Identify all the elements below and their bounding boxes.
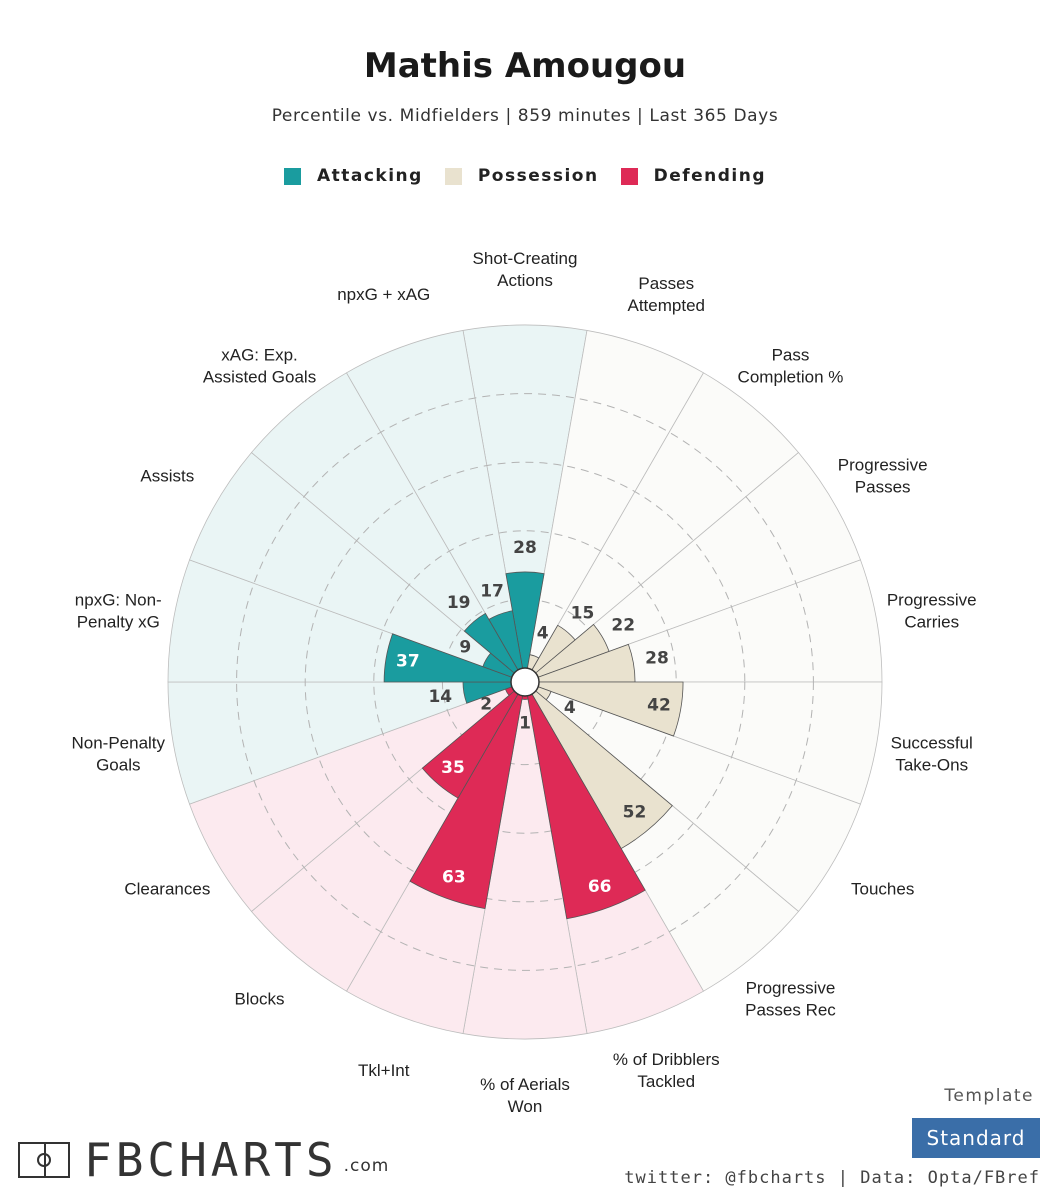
legend: Attacking Possession Defending bbox=[0, 166, 1050, 186]
value-label: 37 bbox=[396, 651, 420, 671]
logo-suffix: .com bbox=[343, 1156, 390, 1176]
legend-swatch-defending bbox=[620, 167, 638, 185]
legend-item-attacking: Attacking bbox=[283, 166, 423, 186]
axis-label: Successful Take-Ons bbox=[891, 733, 973, 774]
axis-label: Progressive Carries bbox=[887, 590, 977, 631]
legend-item-possession: Possession bbox=[444, 166, 599, 186]
axis-label: Assists bbox=[140, 466, 194, 485]
legend-swatch-attacking bbox=[283, 167, 301, 185]
axis-label: Pass Completion % bbox=[738, 345, 844, 386]
page-subtitle: Percentile vs. Midfielders | 859 minutes… bbox=[271, 106, 779, 126]
logo-text: FBCHARTS bbox=[84, 1133, 338, 1187]
axis-label: Blocks bbox=[234, 989, 284, 1008]
value-label: 14 bbox=[428, 687, 452, 707]
template-badge: Standard bbox=[912, 1118, 1040, 1158]
value-label: 52 bbox=[623, 803, 647, 823]
value-label: 19 bbox=[447, 593, 471, 613]
credits: twitter: @fbcharts | Data: Opta/FBref bbox=[624, 1168, 1040, 1188]
fbcharts-logo: FBCHARTS .com bbox=[18, 1136, 389, 1184]
axis-label: Progressive Passes bbox=[838, 455, 928, 496]
axis-label: xAG: Exp. Assisted Goals bbox=[203, 345, 316, 386]
legend-label-defending: Defending bbox=[653, 166, 767, 186]
axis-label: Clearances bbox=[124, 879, 210, 898]
legend-item-defending: Defending bbox=[620, 166, 767, 186]
axis-label: npxG: Non-Penalty xG bbox=[75, 590, 162, 631]
legend-label-possession: Possession bbox=[477, 166, 599, 186]
grid-circle bbox=[236, 393, 814, 971]
value-label: 15 bbox=[571, 603, 595, 623]
value-label: 42 bbox=[647, 696, 671, 716]
axis-label: % of Aerials Won bbox=[480, 1075, 570, 1116]
legend-swatch-possession bbox=[444, 167, 462, 185]
value-label: 2 bbox=[480, 694, 492, 714]
axis-label: Tkl+Int bbox=[358, 1061, 410, 1080]
axis-label: Passes Attempted bbox=[628, 273, 706, 314]
value-label: 17 bbox=[480, 581, 504, 601]
legend-label-attacking: Attacking bbox=[316, 166, 423, 186]
axis-label: % of Dribblers Tackled bbox=[613, 1050, 720, 1091]
value-label: 22 bbox=[611, 615, 635, 635]
value-label: 28 bbox=[645, 649, 669, 669]
grid-circle bbox=[304, 461, 746, 903]
axis-label: npxG + xAG bbox=[337, 284, 430, 303]
pitch-icon bbox=[18, 1142, 70, 1178]
axis-label: Touches bbox=[851, 879, 914, 898]
value-label: 28 bbox=[513, 538, 537, 558]
value-label: 66 bbox=[588, 877, 612, 897]
axis-label: Progressive Passes Rec bbox=[745, 978, 836, 1019]
value-label: 1 bbox=[519, 713, 531, 733]
template-label: Template bbox=[944, 1086, 1034, 1106]
axis-label: Non-Penalty Goals bbox=[71, 733, 165, 774]
value-label: 4 bbox=[537, 623, 549, 643]
value-label: 4 bbox=[564, 698, 576, 718]
axis-label: Shot-Creating Actions bbox=[473, 249, 578, 290]
value-label: 35 bbox=[441, 758, 465, 778]
value-label: 9 bbox=[459, 638, 471, 658]
center-hole bbox=[510, 667, 540, 697]
value-label: 63 bbox=[442, 868, 466, 888]
page-title: Mathis Amougou bbox=[363, 46, 687, 86]
